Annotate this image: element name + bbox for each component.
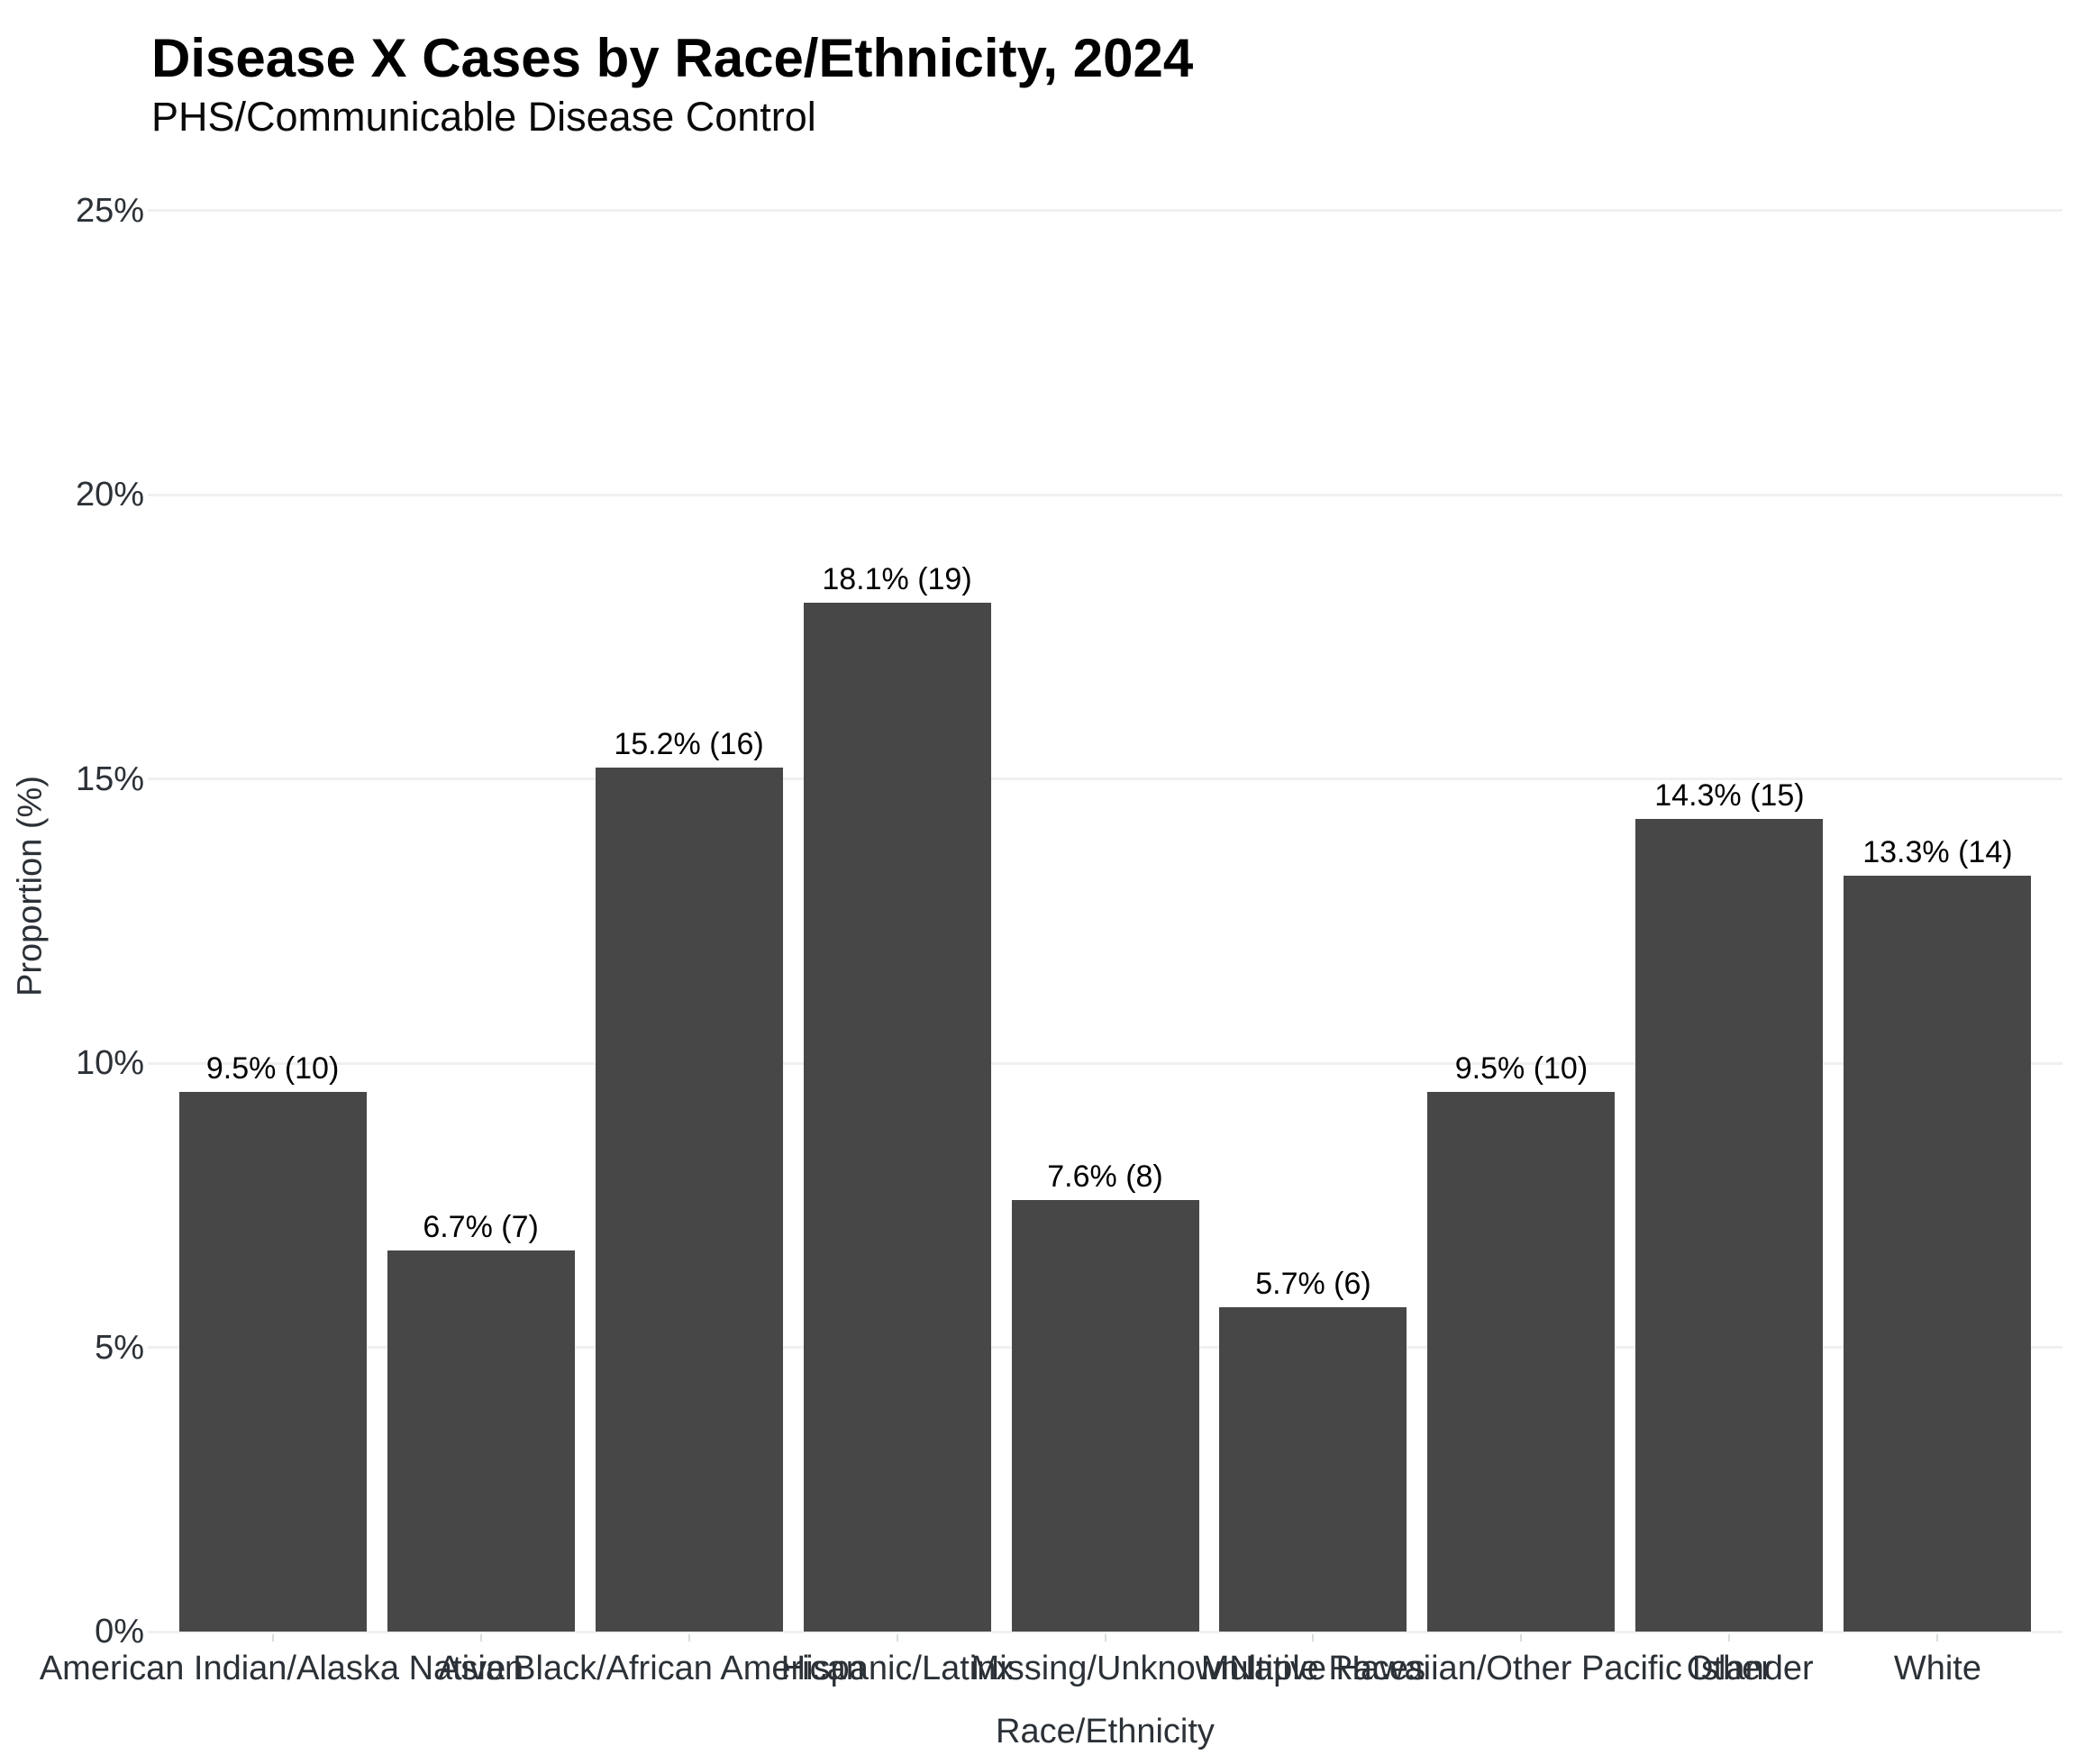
- bar-9: [1844, 876, 2031, 1632]
- x-tick-mark: [480, 1634, 482, 1641]
- x-tick-mark: [272, 1634, 274, 1641]
- x-tick-label: Multiple Races: [1200, 1650, 1426, 1687]
- bar-1: [179, 1092, 367, 1632]
- gridline-25%: [148, 209, 2062, 213]
- y-tick-label: 25%: [75, 191, 144, 230]
- x-tick-mark: [1105, 1634, 1106, 1641]
- bar-value-label: 5.7% (6): [1255, 1267, 1371, 1301]
- x-tick-label: Other: [1686, 1650, 1772, 1687]
- bar-value-label: 18.1% (19): [822, 562, 972, 596]
- x-tick-label: Native Hawaiian/Other Pacific Islander: [1229, 1650, 1814, 1687]
- x-tick-label: Asian: [438, 1650, 524, 1687]
- x-tick-label: American Indian/Alaska Native: [39, 1650, 506, 1687]
- bar-value-label: 6.7% (7): [423, 1210, 539, 1244]
- bar-value-label: 13.3% (14): [1862, 835, 2013, 869]
- bar-7: [1427, 1092, 1615, 1632]
- bar-3: [596, 768, 783, 1632]
- x-tick-label: White: [1893, 1650, 1981, 1687]
- x-tick-label: Black/African American: [513, 1650, 865, 1687]
- bar-8: [1635, 819, 1823, 1632]
- y-tick-label: 5%: [95, 1328, 144, 1367]
- bar-value-label: 14.3% (15): [1654, 778, 1805, 813]
- bar-4: [804, 603, 991, 1632]
- x-tick-mark: [1520, 1634, 1522, 1641]
- x-tick-mark: [1728, 1634, 1730, 1641]
- x-tick-mark: [1312, 1634, 1314, 1641]
- bar-5: [1012, 1200, 1199, 1632]
- bar-2: [387, 1250, 575, 1632]
- bar-value-label: 7.6% (8): [1047, 1159, 1163, 1194]
- chart-subtitle: PHS/Communicable Disease Control: [151, 94, 816, 140]
- x-tick-label: Missing/Unknown: [970, 1650, 1240, 1687]
- y-tick-label: 0%: [95, 1613, 144, 1650]
- bar-value-label: 9.5% (10): [205, 1051, 340, 1086]
- gridline-20%: [148, 493, 2062, 496]
- gridline-10%: [148, 1061, 2062, 1065]
- y-tick-label: 10%: [75, 1044, 144, 1083]
- y-tick-label: 15%: [75, 759, 144, 798]
- bar-6: [1219, 1307, 1407, 1632]
- chart-title: Disease X Cases by Race/Ethnicity, 2024: [151, 28, 1194, 88]
- x-tick-mark: [897, 1634, 898, 1641]
- x-tick-mark: [1936, 1634, 1938, 1641]
- gridline-0%: [148, 1630, 2062, 1633]
- x-tick-label: Hispanic/Latinx: [780, 1650, 1014, 1687]
- gridline-15%: [148, 777, 2062, 781]
- x-axis-title: Race/Ethnicity: [996, 1713, 1215, 1750]
- y-tick-label: 20%: [75, 476, 144, 514]
- x-tick-mark: [688, 1634, 690, 1641]
- bar-value-label: 9.5% (10): [1454, 1051, 1589, 1086]
- bar-value-label: 15.2% (16): [614, 727, 764, 761]
